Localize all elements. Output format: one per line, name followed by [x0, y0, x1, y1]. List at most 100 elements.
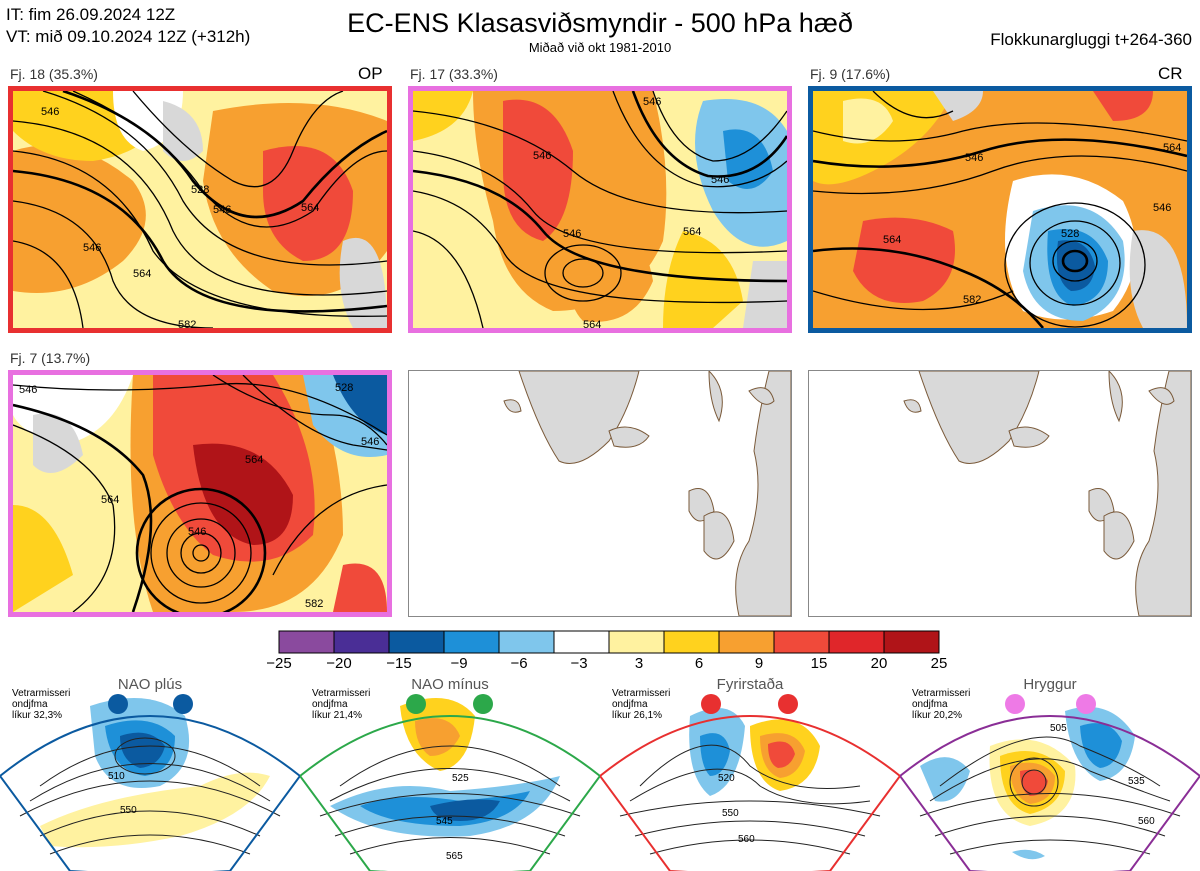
cluster-panel-2: 546 546 546 546 564 564 — [408, 86, 792, 333]
contour-label: 564 — [245, 454, 263, 466]
cluster-panel-1: 546 528 546 564 546 564 582 — [8, 86, 392, 333]
regime-note: Vetrarmisseri ondjfma líkur 32,3% — [12, 688, 71, 721]
colorbar-tick-label: −3 — [570, 655, 588, 672]
colorbar — [278, 630, 940, 654]
regime-map-1: 510 550 — [0, 694, 300, 871]
regime-blocking: 520 550 560 Fyrirstaða Vetrarmisseri ond… — [600, 676, 900, 871]
cluster-panel-3: 546 564 546 528 564 582 — [808, 86, 1192, 333]
cluster-map-2: 546 546 546 546 564 564 — [413, 91, 787, 328]
init-time: IT: fim 26.09.2024 12Z — [6, 5, 176, 24]
colorbar-segment — [443, 630, 500, 654]
contour-label: 528 — [335, 382, 353, 394]
contour-label: 546 — [41, 106, 59, 118]
colorbar-tick-label: −15 — [386, 655, 412, 672]
contour-label: 546 — [711, 174, 729, 186]
panel-1-label: Fj. 18 (35.3%) — [10, 66, 98, 82]
classification-window: Flokkunargluggi t+264-360 — [990, 30, 1192, 49]
cluster-map-4: 546 528 564 546 564 546 582 — [13, 375, 387, 612]
page-subtitle: Miðað við okt 1981-2010 — [528, 40, 672, 55]
colorbar-tick-label: −9 — [450, 655, 468, 672]
contour-label: 510 — [108, 771, 125, 782]
colorbar-tick-label: 9 — [754, 655, 764, 672]
contour-label: 520 — [718, 773, 735, 784]
regime-name: NAO mínus — [411, 676, 489, 693]
contour-label: 582 — [305, 598, 323, 610]
colorbar-segment — [663, 630, 720, 654]
contour-label: 505 — [1050, 723, 1067, 734]
contour-label: 546 — [533, 150, 551, 162]
regime-note: Vetrarmisseri ondjfma líkur 20,2% — [912, 688, 971, 721]
contour-label: 564 — [301, 202, 319, 214]
colorbar-segment — [278, 630, 335, 654]
cluster-map-1: 546 528 546 564 546 564 582 — [13, 91, 387, 328]
colorbar-segment — [718, 630, 775, 654]
colorbar-tick-label: 6 — [694, 655, 704, 672]
regime-name: NAO plús — [117, 676, 183, 693]
colorbar-segment — [608, 630, 665, 654]
contour-label: 545 — [436, 816, 453, 827]
contour-label: 546 — [188, 526, 206, 538]
empty-panel-6 — [808, 370, 1192, 617]
regime-name: Fyrirstaða — [716, 676, 784, 693]
colorbar-tick-label: 20 — [870, 655, 888, 672]
header-times: IT: fim 26.09.2024 12Z VT: mið 09.10.202… — [6, 4, 250, 48]
contour-label: 564 — [683, 226, 701, 238]
empty-map-5 — [503, 371, 791, 616]
regime-map-3: 520 550 560 — [600, 694, 900, 871]
contour-label: 550 — [120, 805, 137, 816]
colorbar-segment — [498, 630, 555, 654]
colorbar-tick-label: 15 — [810, 655, 828, 672]
regime-note: Vetrarmisseri ondjfma líkur 26,1% — [612, 688, 671, 721]
colorbar-tick-label: 3 — [634, 655, 644, 672]
colorbar-tick-label: 25 — [930, 655, 948, 672]
contour-label: 528 — [191, 184, 209, 196]
contour-label: 546 — [19, 384, 37, 396]
colorbar-segment — [388, 630, 445, 654]
panel-3-tag: CR — [1158, 64, 1183, 83]
contour-label: 546 — [965, 152, 983, 164]
contour-label: 564 — [1163, 142, 1181, 154]
contour-label: 528 — [1061, 228, 1079, 240]
contour-label: 560 — [738, 834, 755, 845]
contour-label: 550 — [722, 808, 739, 819]
valid-time: VT: mið 09.10.2024 12Z (+312h) — [6, 27, 251, 46]
contour-label: 525 — [452, 773, 469, 784]
cluster-panel-4: 546 528 564 546 564 546 582 — [8, 370, 392, 617]
panel-4-label: Fj. 7 (13.7%) — [10, 350, 91, 366]
contour-label: 546 — [361, 436, 379, 448]
contour-label: 564 — [583, 319, 601, 328]
colorbar-segment — [828, 630, 885, 654]
panel-1-tag: OP — [358, 64, 383, 83]
contour-label: 546 — [643, 96, 661, 108]
regime-map-4: 505 535 560 — [900, 694, 1200, 871]
panel-2-label: Fj. 17 (33.3%) — [410, 66, 498, 82]
contour-label: 546 — [83, 242, 101, 254]
colorbar-segment — [883, 630, 940, 654]
colorbar-segment — [333, 630, 390, 654]
regime-name: Hryggur — [1023, 676, 1077, 693]
colorbar-segment — [553, 630, 610, 654]
page-title: EC-ENS Klasasviðsmyndir - 500 hPa hæð — [347, 8, 853, 38]
empty-map-6 — [903, 371, 1191, 616]
regime-note: Vetrarmisseri ondjfma líkur 21,4% — [312, 688, 371, 721]
colorbar-tick-label: −25 — [266, 655, 292, 672]
regime-nao-plus: 510 550 NAO plús Vetrarmisseri ondjfma l… — [0, 676, 300, 871]
contour-label: 564 — [883, 234, 901, 246]
contour-label: 560 — [1138, 816, 1155, 827]
colorbar-segment — [773, 630, 830, 654]
regime-nao-minus: 525 545 565 NAO mínus Vetrarmisseri ondj… — [300, 676, 600, 871]
contour-label: 582 — [963, 294, 981, 306]
panel-3-label: Fj. 9 (17.6%) — [810, 66, 891, 82]
contour-label: 582 — [178, 319, 196, 328]
contour-label: 564 — [101, 494, 119, 506]
colorbar-tick-label: −6 — [510, 655, 528, 672]
contour-label: 546 — [213, 204, 231, 216]
contour-label: 546 — [1153, 202, 1171, 214]
regime-map-2: 525 545 565 — [300, 694, 600, 871]
contour-label: 546 — [563, 228, 581, 240]
cluster-map-3: 546 564 546 528 564 582 — [813, 91, 1187, 328]
contour-label: 564 — [133, 268, 151, 280]
colorbar-tick-label: −20 — [326, 655, 352, 672]
contour-label: 565 — [446, 851, 463, 862]
contour-label: 535 — [1128, 776, 1145, 787]
